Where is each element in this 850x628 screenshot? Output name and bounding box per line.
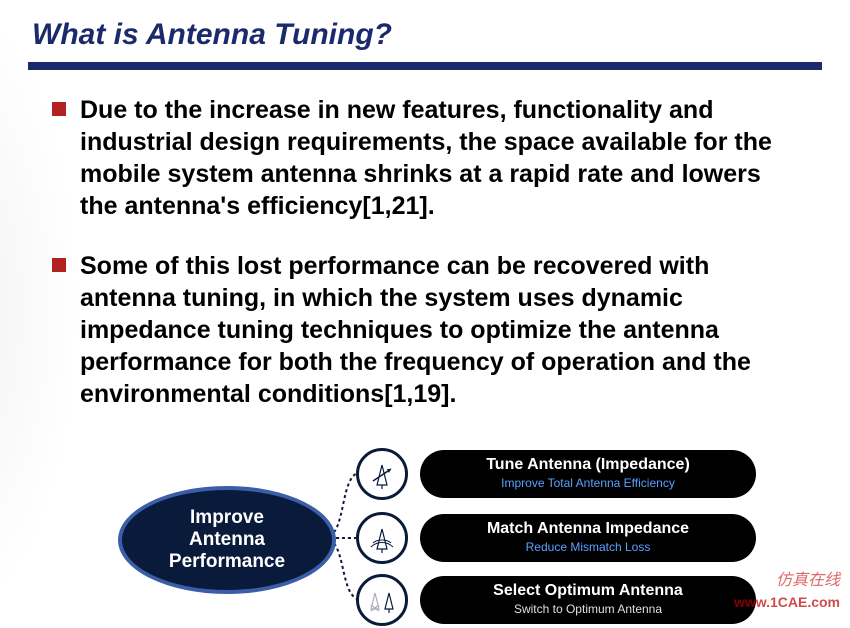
antenna-diagram: Improve Antenna Performance Tune Antenna… — [118, 438, 758, 628]
pill-3-sub: Switch to Optimum Antenna — [448, 602, 728, 616]
pill-2-sub: Reduce Mismatch Loss — [448, 540, 728, 554]
diagram-center-oval: Improve Antenna Performance — [118, 486, 336, 594]
pill-2-title: Match Antenna Impedance — [448, 520, 728, 538]
bullet-marker-icon — [52, 102, 66, 116]
match-impedance-icon — [356, 512, 408, 564]
pill-1-sub: Improve Total Antenna Efficiency — [448, 476, 728, 490]
bullet-1: Due to the increase in new features, fun… — [80, 94, 796, 222]
oval-line1: Improve — [190, 507, 264, 529]
slide-header: What is Antenna Tuning? — [0, 0, 850, 52]
oval-line2: Antenna — [189, 529, 265, 551]
pill-1: Tune Antenna (Impedance) Improve Total A… — [420, 450, 756, 498]
slide-body: Due to the increase in new features, fun… — [0, 70, 850, 628]
tune-antenna-icon — [356, 448, 408, 500]
diagram-branch-2: Match Antenna Impedance Reduce Mismatch … — [356, 512, 756, 564]
oval-line3: Performance — [169, 551, 285, 573]
bullet-2: Some of this lost performance can be rec… — [80, 250, 796, 410]
slide-title: What is Antenna Tuning? — [32, 18, 850, 52]
title-underline — [28, 62, 822, 70]
bullet-2-text: Some of this lost performance can be rec… — [80, 250, 796, 410]
bullet-1-text: Due to the increase in new features, fun… — [80, 94, 796, 222]
select-antenna-icon — [356, 574, 408, 626]
watermark-brand: 仿真在线 — [776, 566, 840, 590]
pill-2: Match Antenna Impedance Reduce Mismatch … — [420, 514, 756, 562]
pill-3: Select Optimum Antenna Switch to Optimum… — [420, 576, 756, 624]
pill-1-title: Tune Antenna (Impedance) — [448, 456, 728, 474]
bullet-marker-icon — [52, 258, 66, 272]
watermark-url: www.1CAE.com — [734, 594, 840, 610]
diagram-branch-3: Select Optimum Antenna Switch to Optimum… — [356, 574, 756, 626]
pill-3-title: Select Optimum Antenna — [448, 582, 728, 600]
diagram-branch-1: Tune Antenna (Impedance) Improve Total A… — [356, 448, 756, 500]
